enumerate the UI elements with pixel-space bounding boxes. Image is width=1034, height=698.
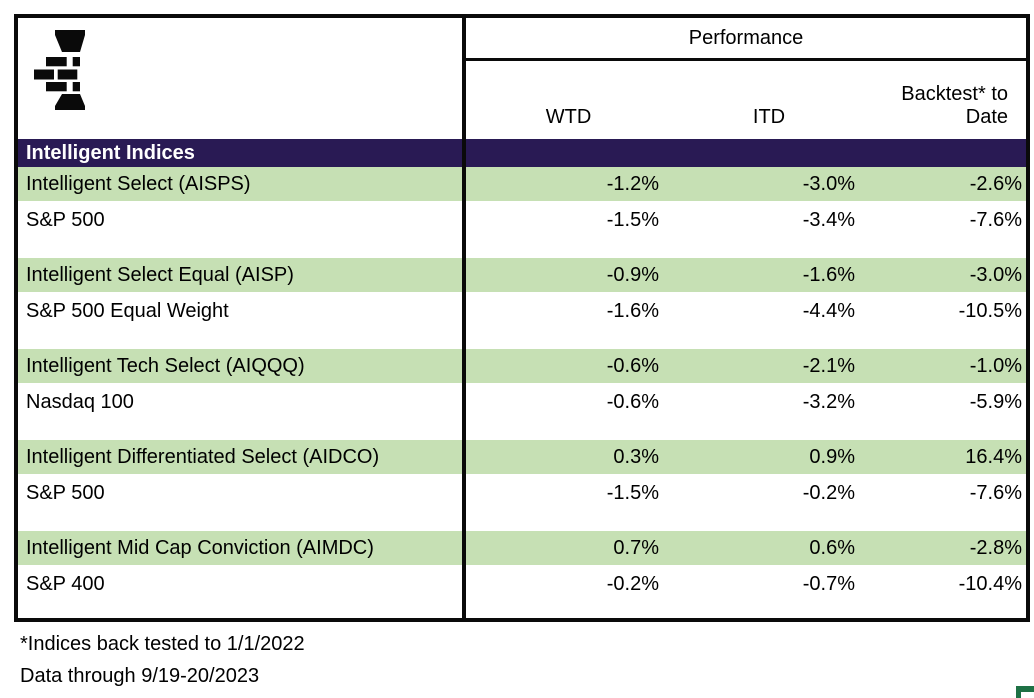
column-header-wtd: WTD xyxy=(545,106,592,128)
wtd-value: -1.5% xyxy=(606,482,659,504)
row-values: 0.3% 0.9% 16.4% xyxy=(466,440,1026,474)
table-row: Intelligent Mid Cap Conviction (AIMDC) 0.… xyxy=(18,531,1026,565)
row-label: S&P 500 Equal Weight xyxy=(26,300,229,322)
table-row: S&P 500 -1.5% -0.2% -7.6% xyxy=(18,474,1026,513)
table-row: S&P 500 Equal Weight -1.6% -4.4% -10.5% xyxy=(18,292,1026,331)
backtest-value: -10.5% xyxy=(958,300,1022,322)
group-gap xyxy=(18,513,1026,531)
row-label: Nasdaq 100 xyxy=(26,391,134,413)
table-row: S&P 500 -1.5% -3.4% -7.6% xyxy=(18,201,1026,240)
footnotes: *Indices back tested to 1/1/2022 Data th… xyxy=(20,628,305,692)
backtest-value: -1.0% xyxy=(969,354,1022,377)
footnote-backtest: *Indices back tested to 1/1/2022 xyxy=(20,633,305,655)
itd-value: -0.7% xyxy=(802,573,855,595)
wtd-value: -1.5% xyxy=(606,209,659,231)
itd-value: 0.6% xyxy=(809,536,855,559)
itd-value: -2.1% xyxy=(802,354,855,377)
backtest-value: -7.6% xyxy=(969,482,1022,504)
table-row: S&P 400 -0.2% -0.7% -10.4% xyxy=(18,565,1026,604)
itd-value: -4.4% xyxy=(802,300,855,322)
column-divider xyxy=(462,18,466,618)
row-values: -0.9% -1.6% -3.0% xyxy=(466,258,1026,292)
row-label: Intelligent Mid Cap Conviction (AIMDC) xyxy=(26,536,374,559)
row-label: S&P 500 xyxy=(26,482,105,504)
table-header: Performance WTD ITD Backtest* to Date xyxy=(18,18,1026,139)
row-values: 0.7% 0.6% -2.8% xyxy=(466,531,1026,565)
performance-title: Performance xyxy=(466,18,1026,61)
backtest-value: -7.6% xyxy=(969,209,1022,231)
itd-value: -1.6% xyxy=(802,263,855,286)
row-values: -0.2% -0.7% -10.4% xyxy=(466,565,1026,604)
row-label: Intelligent Differentiated Select (AIDCO… xyxy=(26,445,380,468)
column-headers: WTD ITD Backtest* to Date xyxy=(466,61,1026,139)
wtd-value: -1.6% xyxy=(606,300,659,322)
itd-value: -0.2% xyxy=(802,482,855,504)
wtd-value: 0.7% xyxy=(613,536,659,559)
group-gap xyxy=(18,331,1026,349)
table-row: Intelligent Tech Select (AIQQQ) -0.6% -2.1… xyxy=(18,349,1026,383)
brick-column-logo-icon xyxy=(34,30,85,110)
section-header-band: Intelligent Indices xyxy=(18,139,1026,167)
backtest-value: -5.9% xyxy=(969,391,1022,413)
backtest-value: 16.4% xyxy=(965,445,1022,468)
itd-value: -3.0% xyxy=(802,172,855,195)
backtest-value: -10.4% xyxy=(958,573,1022,595)
wtd-value: -1.2% xyxy=(606,172,659,195)
itd-value: -3.4% xyxy=(802,209,855,231)
group-gap xyxy=(18,240,1026,258)
backtest-value: -2.8% xyxy=(969,536,1022,559)
green-corner-mark-icon xyxy=(1016,686,1034,698)
wtd-value: 0.3% xyxy=(613,445,659,468)
wtd-value: -0.9% xyxy=(606,263,659,286)
row-values: -1.5% -3.4% -7.6% xyxy=(466,201,1026,240)
table-row: Intelligent Differentiated Select (AIDCO… xyxy=(18,440,1026,474)
performance-header-area: Performance WTD ITD Backtest* to Date xyxy=(466,18,1026,139)
row-values: -1.2% -3.0% -2.6% xyxy=(466,167,1026,201)
logo-cell xyxy=(18,18,466,139)
row-label: Intelligent Select (AISPS) xyxy=(26,172,251,195)
wtd-value: -0.2% xyxy=(606,573,659,595)
group-gap xyxy=(18,422,1026,440)
row-values: -0.6% -3.2% -5.9% xyxy=(466,383,1026,422)
column-header-itd: ITD xyxy=(752,106,786,128)
section-title: Intelligent Indices xyxy=(26,141,195,164)
backtest-value: -2.6% xyxy=(969,172,1022,195)
row-values: -0.6% -2.1% -1.0% xyxy=(466,349,1026,383)
column-header-backtest: Backtest* to Date xyxy=(901,83,1008,128)
table-row: Intelligent Select (AISPS) -1.2% -3.0% -2.6… xyxy=(18,167,1026,201)
wtd-value: -0.6% xyxy=(606,354,659,377)
table-row: Nasdaq 100 -0.6% -3.2% -5.9% xyxy=(18,383,1026,422)
row-label: S&P 400 xyxy=(26,573,105,595)
itd-value: -3.2% xyxy=(802,391,855,413)
itd-value: 0.9% xyxy=(809,445,855,468)
table-row: Intelligent Select Equal (AISP) -0.9% -1.6… xyxy=(18,258,1026,292)
row-label: Intelligent Tech Select (AIQQQ) xyxy=(26,354,305,377)
wtd-value: -0.6% xyxy=(606,391,659,413)
row-values: -1.5% -0.2% -7.6% xyxy=(466,474,1026,513)
performance-table: Performance WTD ITD Backtest* to Date In… xyxy=(14,14,1030,622)
row-values: -1.6% -4.4% -10.5% xyxy=(466,292,1026,331)
footnote-data-through: Data through 9/19-20/2023 xyxy=(20,665,260,687)
table-body: Intelligent Select (AISPS) -1.2% -3.0% -2.6… xyxy=(18,167,1026,604)
backtest-value: -3.0% xyxy=(969,263,1022,286)
row-label: S&P 500 xyxy=(26,209,105,231)
row-label: Intelligent Select Equal (AISP) xyxy=(26,263,294,286)
